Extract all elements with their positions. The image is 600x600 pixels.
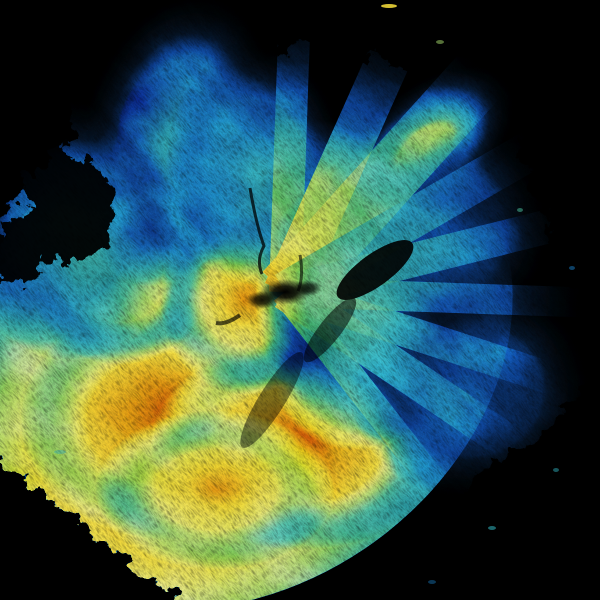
- compact-dark-core: [215, 187, 322, 326]
- isolated-specks: [54, 4, 575, 584]
- dark-patch-northwest: [0, 125, 116, 286]
- dark-lane-northeast: [240, 240, 414, 448]
